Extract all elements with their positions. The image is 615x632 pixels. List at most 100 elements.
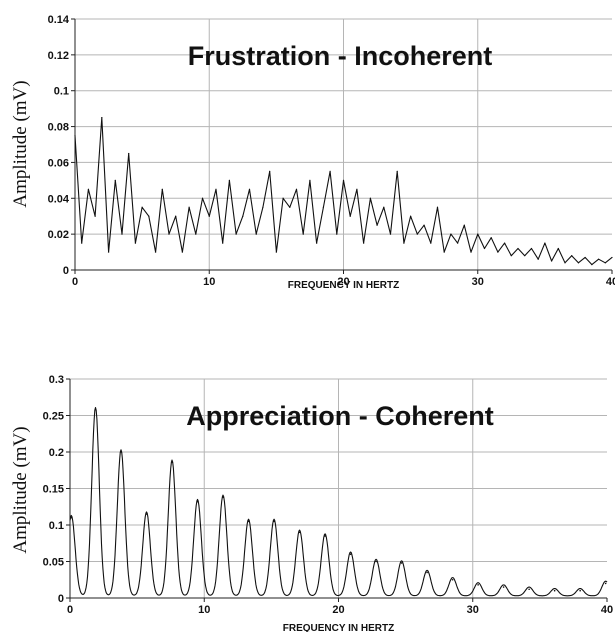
data-point — [161, 188, 163, 190]
y-tick-label: 0.15 — [43, 484, 64, 496]
data-point — [376, 224, 378, 226]
data-point — [322, 206, 324, 208]
peak-point — [196, 500, 199, 503]
data-point — [87, 188, 90, 190]
data-point — [510, 255, 512, 257]
x-tick-label: 40 — [601, 604, 613, 616]
chart-title: Appreciation - Coherent — [186, 401, 494, 431]
data-point — [470, 251, 472, 253]
data-point — [215, 188, 217, 190]
data-point — [248, 188, 251, 190]
data-point — [483, 247, 486, 250]
peak-point — [375, 560, 377, 563]
peak-point — [579, 589, 581, 592]
data-point — [504, 242, 506, 244]
x-tick-label: 10 — [198, 604, 210, 616]
peak-point — [94, 408, 97, 411]
data-point — [316, 242, 318, 244]
data-point — [463, 224, 465, 226]
peak-point — [324, 535, 326, 537]
data-point — [423, 224, 425, 226]
data-point — [289, 206, 291, 208]
x-tick-label: 0 — [67, 604, 73, 616]
data-point — [275, 251, 277, 253]
data-point — [235, 233, 237, 235]
peak-point — [528, 588, 530, 591]
data-point — [363, 242, 365, 244]
y-tick-label: 0.06 — [48, 157, 69, 169]
data-point — [148, 215, 150, 217]
data-point — [577, 262, 580, 264]
data-point — [201, 197, 204, 199]
data-point — [524, 255, 526, 257]
data-point — [74, 134, 76, 137]
data-point — [550, 260, 553, 262]
data-point — [107, 251, 110, 253]
peak-point — [604, 582, 607, 585]
data-point — [262, 206, 264, 208]
data-point — [282, 197, 284, 199]
data-point — [128, 152, 130, 155]
data-point — [597, 258, 600, 260]
peak-point — [70, 516, 73, 519]
data-point — [168, 233, 170, 235]
y-tick-label: 0.05 — [43, 557, 64, 569]
x-tick-label: 40 — [606, 276, 615, 288]
peak-point — [120, 451, 122, 453]
x-tick-label: 10 — [203, 276, 215, 288]
y-tick-label: 0.02 — [48, 229, 69, 241]
data-point — [571, 255, 573, 257]
data-point — [94, 215, 96, 217]
peak-point — [171, 461, 173, 464]
data-point — [410, 215, 412, 217]
y-axis-label: Amplitude (mV) — [10, 80, 31, 207]
data-point — [222, 242, 224, 244]
y-tick-label: 0.04 — [48, 193, 70, 205]
data-point — [349, 215, 351, 217]
data-point — [443, 251, 445, 253]
chart-title: Frustration - Incoherent — [188, 41, 493, 71]
data-point — [141, 206, 143, 208]
data-point — [329, 170, 331, 172]
data-point — [490, 237, 492, 239]
data-point — [584, 256, 586, 259]
peak-point — [477, 584, 479, 586]
peak-point — [451, 578, 454, 581]
data-point — [255, 233, 257, 235]
data-point — [450, 233, 452, 235]
data-point — [242, 215, 244, 217]
data-point — [497, 251, 499, 253]
y-axis-label: Amplitude (mV) — [10, 426, 31, 553]
data-point — [436, 206, 439, 208]
y-tick-label: 0 — [58, 593, 64, 605]
data-point — [403, 242, 405, 244]
data-point — [530, 247, 533, 250]
chart-panel-1: 0 10 20 30 40 0 0.02 0.04 0.06 0.08 0.1 0.12 0.14 FRE… — [10, 14, 615, 291]
data-point — [383, 206, 385, 208]
data-point — [544, 242, 546, 244]
y-tick-label: 0.1 — [49, 520, 64, 532]
y-tick-label: 0.08 — [48, 122, 69, 134]
data-point — [356, 188, 358, 190]
data-point — [517, 247, 519, 250]
y-tick-label: 0.25 — [43, 411, 64, 423]
data-point — [154, 251, 157, 253]
data-point — [295, 188, 298, 190]
data-point — [611, 256, 613, 259]
x-tick-label: 20 — [337, 276, 349, 288]
data-point — [564, 262, 566, 264]
x-axis-label: FREQUENCY IN HERTZ — [288, 280, 400, 291]
data-point — [175, 215, 177, 217]
peak-point — [553, 589, 556, 592]
peak-point — [502, 586, 505, 588]
x-tick-label: 30 — [467, 604, 479, 616]
y-tick-label: 0.2 — [49, 447, 64, 459]
peak-point — [145, 513, 148, 515]
x-axis-label: FREQUENCY IN HERTZ — [283, 623, 395, 632]
data-point — [121, 233, 123, 235]
peak-point — [298, 531, 301, 534]
y-tick-label: 0 — [63, 265, 69, 277]
data-point — [416, 233, 418, 235]
data-point — [188, 206, 190, 208]
